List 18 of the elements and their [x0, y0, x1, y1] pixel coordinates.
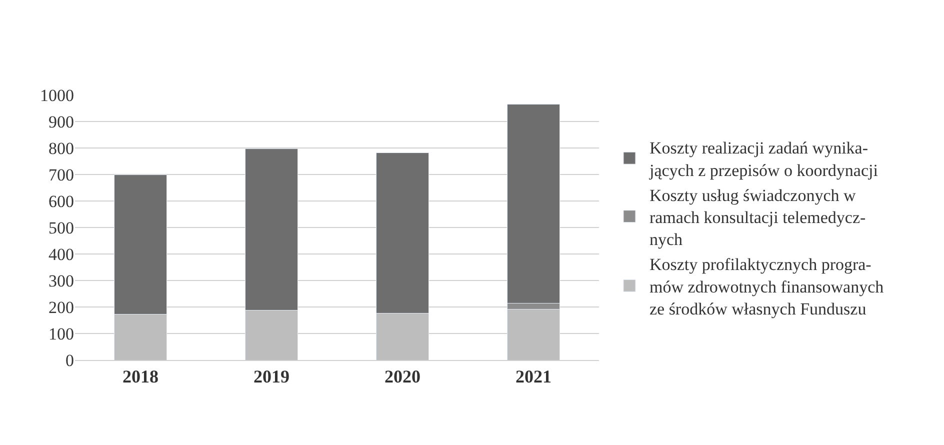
y-tick-label: 500 [48, 218, 74, 238]
y-tick-label: 900 [48, 112, 74, 132]
x-tick-label: 2021 [516, 366, 552, 387]
y-tick-label: 800 [48, 138, 74, 158]
y-tick-label: 700 [48, 165, 74, 184]
y-tick-label: 0 [66, 350, 74, 370]
y-tick-label: 200 [48, 298, 74, 317]
y-tick-label: 300 [48, 271, 74, 290]
legend-label: Koszty profilaktycznych progra- mów zdrowotnych finansowanych ze środków własnych Funduszu [649, 255, 884, 318]
y-tick-label: 600 [48, 192, 74, 211]
y-tick-label: 400 [48, 244, 74, 264]
y-tick-label: 1000 [40, 86, 74, 105]
x-tick-label: 2020 [384, 366, 420, 387]
x-tick-label: 2019 [254, 366, 290, 387]
legend-label: Koszty realizacji zadań wynika- jących z przepisów o koordynacji [648, 138, 878, 180]
legend-label: Koszty usług świadczonych w ramach konsultacji telemedycz- nych [649, 186, 866, 250]
y-tick-label: 100 [48, 324, 74, 344]
x-tick-label: 2018 [122, 366, 158, 387]
